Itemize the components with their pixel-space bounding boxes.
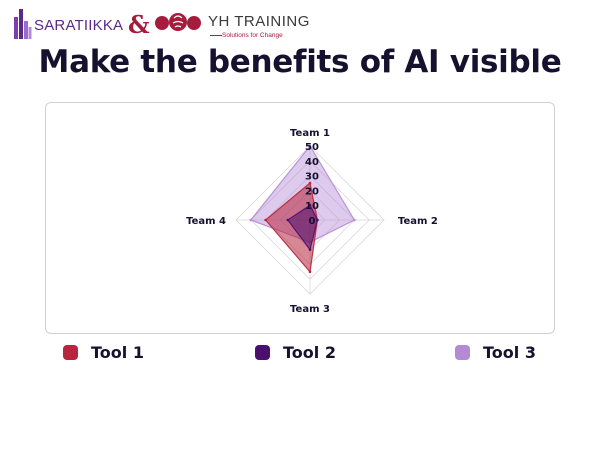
page-title: Make the benefits of AI visible <box>38 44 562 80</box>
ampersand: & <box>128 10 150 39</box>
yh-training-wordmark: YH TRAINING <box>208 13 310 30</box>
category-label: Team 2 <box>398 216 438 227</box>
radial-tick-label: 40 <box>305 157 319 168</box>
data-point-tool-2-team-4 <box>286 218 290 222</box>
data-point-tool-2-team-3 <box>308 248 312 251</box>
saratiikka-mark-icon <box>14 9 32 39</box>
data-point-tool-3-team-1 <box>308 144 312 148</box>
data-point-tool-1-team-4 <box>264 218 267 222</box>
data-point-tool-1-team-1 <box>308 181 312 185</box>
radial-tick-label: 0 <box>309 216 316 227</box>
radial-tick-label: 10 <box>305 201 319 212</box>
legend-swatch <box>455 344 470 360</box>
yh-training-logo: YH TRAINING Solutions for Change <box>152 6 312 40</box>
saratiikka-logo: SARATIIKKA <box>12 6 124 40</box>
category-label: Team 4 <box>186 216 226 227</box>
yh-training-tagline: Solutions for Change <box>222 32 283 39</box>
radar-chart-panel: 0 10 20 30 40 50 Team 1 Team 2 Team 3 Team 4 <box>45 102 555 334</box>
saratiikka-wordmark: SARATIIKKA <box>34 17 124 34</box>
legend-swatch <box>63 344 78 360</box>
data-point-tool-1-team-3 <box>308 270 312 274</box>
legend-label: Tool 2 <box>283 342 336 362</box>
data-point-tool-2-team-2 <box>316 218 319 222</box>
legend-label: Tool 3 <box>483 342 536 362</box>
legend-item-tool-1: Tool 1 <box>63 338 144 366</box>
data-point-tool-3-team-2 <box>353 218 356 222</box>
data-point-tool-2-team-1 <box>308 203 312 207</box>
legend-item-tool-3: Tool 3 <box>455 338 536 366</box>
radial-tick-label: 30 <box>305 172 319 183</box>
tagline-rule <box>210 35 222 36</box>
legend-label: Tool 1 <box>91 342 144 362</box>
radial-tick-label: 50 <box>305 142 319 153</box>
chart-legend: Tool 1 Tool 2 Tool 3 <box>45 338 555 366</box>
category-label: Team 1 <box>290 128 330 139</box>
radar-chart: 0 10 20 30 40 50 Team 1 Team 2 Team 3 Team 4 <box>186 128 438 315</box>
legend-item-tool-2: Tool 2 <box>255 338 336 366</box>
legend-swatch <box>255 344 270 360</box>
category-label: Team 3 <box>290 304 330 315</box>
logo-bar: SARATIIKKA & YH TRAINING Solutions for C… <box>12 6 312 40</box>
radial-tick-label: 20 <box>305 186 319 197</box>
brain-head-icon <box>155 13 201 31</box>
data-point-tool-3-team-4 <box>249 218 253 222</box>
